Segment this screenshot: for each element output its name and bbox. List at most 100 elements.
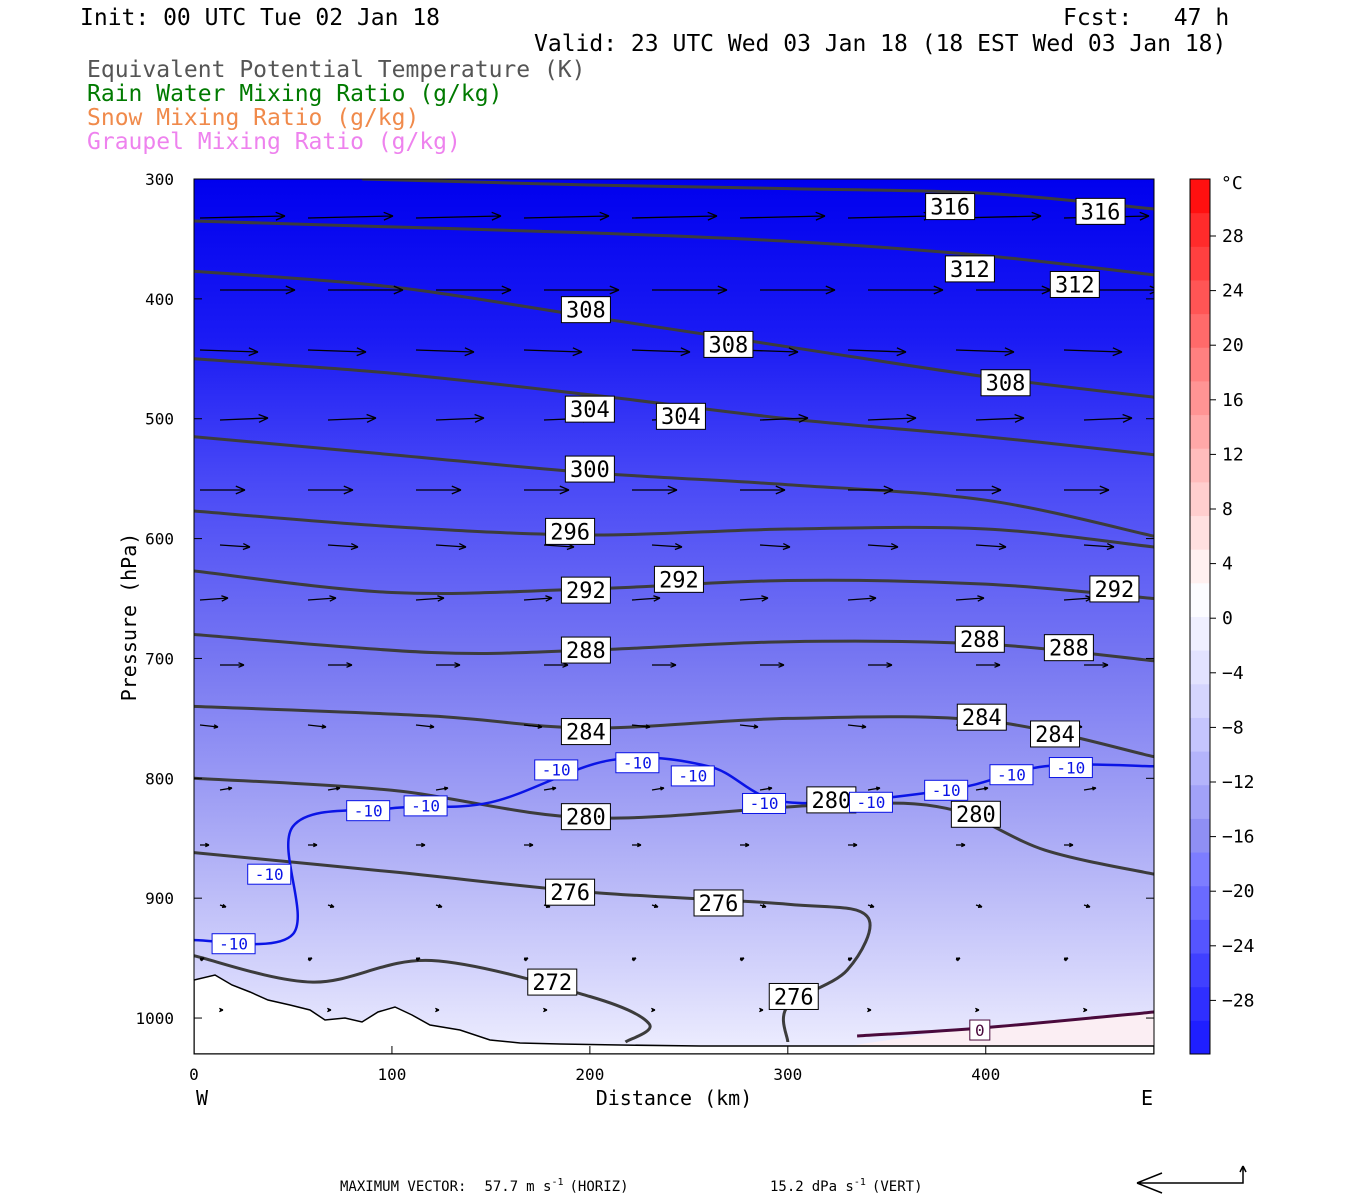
wind-vector: [523, 595, 553, 602]
theta-e-label-box: [560, 803, 611, 831]
colorbar-swatch: [1190, 313, 1210, 348]
theta-e-label: 300: [570, 458, 610, 483]
wind-vector: [1063, 957, 1069, 962]
theta-e-label: 280: [956, 803, 996, 828]
colorbar-swatch: [1190, 414, 1210, 449]
wind-vector: [632, 842, 642, 848]
x-axis-label: Distance (km): [596, 1086, 753, 1110]
forecast-hour: Fcst: 47 h: [1063, 5, 1230, 31]
wind-vector: [651, 786, 665, 791]
theta-e-contour-300: [194, 435, 1154, 538]
theta-e-label-box: [527, 968, 578, 996]
wind-vector: [328, 285, 404, 295]
colorbar-swatch: [1190, 953, 1210, 988]
isotherm-label-box: [924, 779, 969, 801]
wind-vector: [415, 595, 445, 602]
theta-e-label: 304: [570, 398, 610, 423]
wind-vector: [436, 662, 461, 668]
wind-vector: [651, 543, 683, 551]
theta-e-label-box: [545, 517, 596, 545]
theta-e-label-box: [1075, 197, 1126, 225]
colorbar-label: 8: [1222, 499, 1233, 520]
theta-e-label-box: [954, 625, 1005, 653]
wind-vector: [523, 347, 583, 357]
wind-vector: [200, 842, 210, 848]
max-vector-label: MAXIMUM VECTOR: 57.7 m s-1 (HORIZ): [340, 1177, 629, 1195]
valid-time: Valid: 23 UTC Wed 03 Jan 18 (18 EST Wed …: [534, 31, 1227, 57]
wind-vector: [867, 413, 917, 423]
isotherm-label: -10: [255, 865, 284, 884]
theta-e-label-box: [703, 330, 754, 358]
wind-vector: [631, 211, 718, 221]
wind-vector: [307, 724, 327, 729]
wind-vector: [543, 786, 557, 791]
theta-e-label-box: [564, 455, 615, 483]
wind-vector: [1083, 543, 1115, 551]
theta-e-label-box: [1049, 270, 1100, 298]
theta-e-label-box: [980, 369, 1031, 397]
legend-rain-water: Rain Water Mixing Ratio (g/kg): [87, 81, 503, 107]
colorbar-swatch: [1190, 986, 1210, 1021]
wind-vector: [975, 903, 983, 908]
colorbar-swatch: [1190, 751, 1210, 786]
theta-e-label: 296: [550, 520, 590, 545]
theta-e-label: 284: [1035, 723, 1075, 748]
colorbar-label: −20: [1222, 881, 1255, 902]
wind-vector: [199, 724, 219, 729]
east-label: E: [1141, 1086, 1153, 1110]
wind-vector: [651, 1007, 656, 1013]
isotherm-label: -10: [750, 794, 779, 813]
wind-vector: [1083, 786, 1097, 791]
wind-vector: [867, 786, 881, 791]
wind-vector: [739, 595, 769, 602]
theta-e-label-box: [560, 296, 611, 324]
colorbar-swatch: [1190, 481, 1210, 517]
wind-vector: [847, 347, 907, 357]
isotherm-label: -10: [219, 934, 248, 953]
plot-frame: [193, 178, 1155, 1055]
wind-vector: [848, 842, 858, 848]
wind-vector: [1064, 842, 1074, 848]
wind-vector: [219, 1007, 224, 1013]
colorbar-swatch: [1190, 347, 1210, 382]
colorbar-label: 4: [1222, 554, 1233, 575]
wind-vector: [1083, 1007, 1088, 1013]
colorbar-frame: [1189, 178, 1211, 1055]
wind-vector: [543, 1007, 548, 1013]
colorbar-swatch: [1190, 515, 1210, 550]
theta-e-label-box: [1089, 575, 1140, 603]
theta-e-label: 288: [960, 628, 1000, 653]
theta-e-contour-312: [194, 219, 1154, 277]
wind-vector: [307, 957, 313, 962]
wind-vector: [975, 413, 1025, 423]
colorbar-label: −24: [1222, 936, 1255, 957]
wind-vector: [307, 595, 337, 602]
isotherm-label-box: [989, 764, 1034, 786]
theta-e-label: 304: [661, 405, 701, 430]
wind-vector: [308, 485, 354, 495]
wind-vector: [416, 842, 426, 848]
wind-vector: [739, 957, 745, 962]
wind-vector: [523, 957, 529, 962]
wind-vector: [219, 413, 269, 423]
wind-vector: [220, 662, 245, 668]
wind-vector: [1083, 903, 1091, 908]
theta-e-label: 288: [566, 639, 606, 664]
y-tick-label: 400: [145, 290, 174, 309]
theta-e-label-box: [545, 878, 596, 906]
wind-vector: [435, 543, 467, 551]
wind-vector: [1063, 347, 1123, 357]
wind-vector: [327, 413, 377, 423]
init-time: Init: 00 UTC Tue 02 Jan 18: [80, 5, 441, 31]
colorbar-label: 16: [1222, 390, 1244, 411]
wind-vector: [956, 842, 966, 848]
theta-e-contour-316: [362, 179, 1154, 211]
theta-e-label: 280: [566, 806, 606, 831]
theta-e-label: 308: [566, 299, 606, 324]
theta-e-label: 276: [774, 985, 814, 1010]
theta-e-label: 292: [1095, 578, 1135, 603]
isotherm-label-box: [670, 765, 715, 787]
isotherm-label-box: [211, 933, 256, 955]
wind-vector: [848, 485, 894, 495]
